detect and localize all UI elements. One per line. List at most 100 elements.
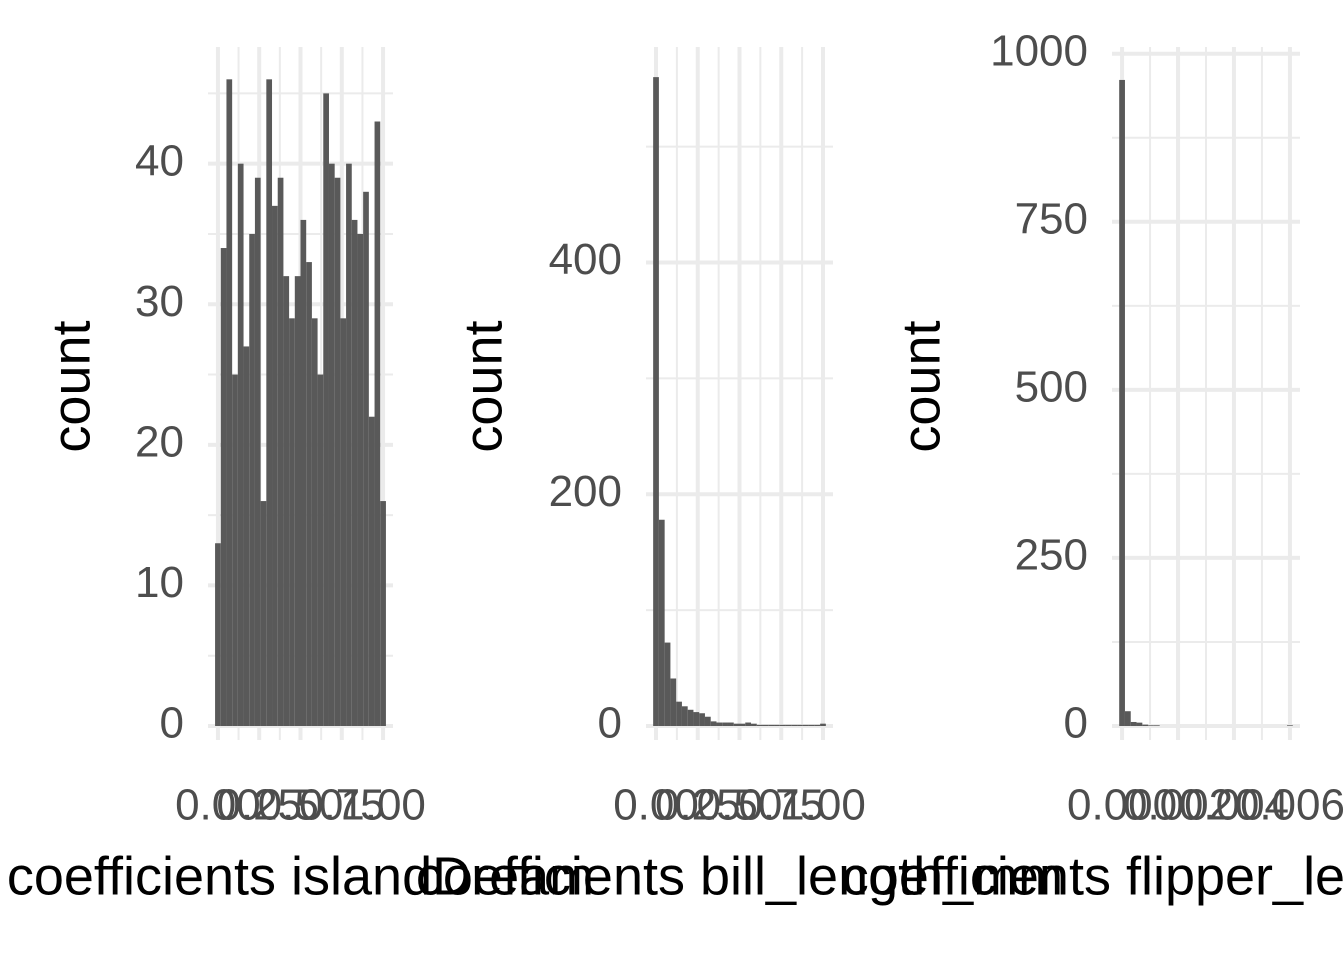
bar [814, 724, 821, 726]
x-axis-title: coefficients islandDream [7, 846, 594, 906]
bar [676, 701, 682, 726]
bar [300, 219, 307, 727]
y-tick-label: 0 [1064, 699, 1088, 748]
bar [1142, 724, 1149, 726]
bar [802, 724, 809, 726]
bar [317, 374, 324, 726]
bar [328, 163, 335, 726]
bar [779, 724, 786, 726]
bar [266, 79, 273, 727]
bar [380, 501, 386, 726]
bar [756, 724, 763, 726]
x-tick-label: 0.00 [613, 781, 699, 830]
y-tick-label: 20 [135, 417, 184, 466]
bar [237, 163, 244, 726]
bar [762, 724, 769, 726]
bar [226, 79, 233, 727]
x-tick-label: 0.25 [655, 781, 741, 830]
bar [808, 724, 815, 726]
bar [283, 276, 290, 726]
x-tick-label: 0.25 [216, 781, 302, 830]
bar [220, 248, 227, 726]
bar [687, 709, 694, 726]
bar [664, 642, 671, 726]
x-tick-label: 1.00 [340, 781, 426, 830]
bar [351, 219, 358, 727]
bar [653, 77, 659, 726]
bar [670, 678, 677, 726]
bar [693, 712, 700, 726]
bar [1130, 721, 1137, 726]
bar [249, 233, 255, 726]
bar [1124, 711, 1131, 726]
bar [357, 233, 364, 726]
y-tick-label: 400 [549, 235, 622, 284]
y-tick-label: 0 [598, 699, 622, 748]
x-tick-label: 0.75 [738, 781, 824, 830]
bar [306, 262, 312, 726]
bar [1136, 722, 1143, 726]
y-axis-title: count [41, 320, 101, 452]
bar [785, 724, 792, 726]
y-tick-label: 500 [1015, 362, 1088, 411]
bar [739, 723, 746, 726]
bar [232, 374, 238, 726]
bar [294, 276, 301, 726]
bar [334, 177, 341, 726]
x-tick-label: 0.75 [299, 781, 385, 830]
x-tick-label: 0.50 [258, 781, 344, 830]
x-axis-title: coefficients bill_length_mm [416, 846, 1063, 906]
bar [733, 723, 740, 726]
y-tick-label: 0 [160, 699, 184, 748]
bar [727, 722, 734, 726]
bar [791, 724, 798, 726]
bar [699, 713, 705, 726]
bar [745, 722, 752, 726]
bar [272, 205, 278, 726]
bar [774, 724, 780, 726]
bar [710, 721, 717, 726]
bar [1119, 79, 1125, 726]
y-axis-title: count [891, 320, 951, 452]
y-tick-label: 1000 [990, 26, 1088, 75]
bar [722, 722, 728, 726]
x-tick-label: 0.002 [1123, 781, 1233, 830]
bar [797, 724, 803, 726]
bar [215, 543, 221, 726]
bar [374, 121, 381, 726]
bar [1287, 725, 1293, 726]
bar [768, 724, 775, 726]
y-tick-label: 10 [135, 558, 184, 607]
bar [323, 93, 329, 727]
bar [1153, 725, 1160, 726]
bar [1148, 725, 1154, 726]
bar [340, 318, 347, 726]
bar [254, 177, 261, 726]
bar [277, 177, 284, 726]
bar [820, 723, 826, 726]
y-tick-label: 200 [549, 467, 622, 516]
bar [346, 163, 352, 726]
bar [751, 723, 757, 726]
y-tick-label: 30 [135, 277, 184, 326]
bar [658, 519, 665, 726]
bar [289, 318, 295, 726]
x-axis-title: coefficients flipper_length_mm [842, 846, 1344, 906]
bar [363, 191, 369, 726]
x-tick-label: 0.000 [1067, 781, 1177, 830]
x-tick-label: 0.004 [1179, 781, 1289, 830]
y-tick-label: 250 [1015, 531, 1088, 580]
bar [704, 716, 711, 726]
bar [681, 706, 688, 726]
y-axis-title: count [453, 320, 513, 452]
x-tick-label: 1.00 [780, 781, 866, 830]
y-tick-label: 750 [1015, 194, 1088, 243]
bar [368, 416, 375, 726]
bar [716, 722, 723, 726]
x-tick-label: 0.50 [697, 781, 783, 830]
bar [311, 318, 318, 726]
x-tick-label: 0.006 [1235, 781, 1344, 830]
bar [243, 346, 250, 726]
x-tick-label: 0.00 [175, 781, 261, 830]
